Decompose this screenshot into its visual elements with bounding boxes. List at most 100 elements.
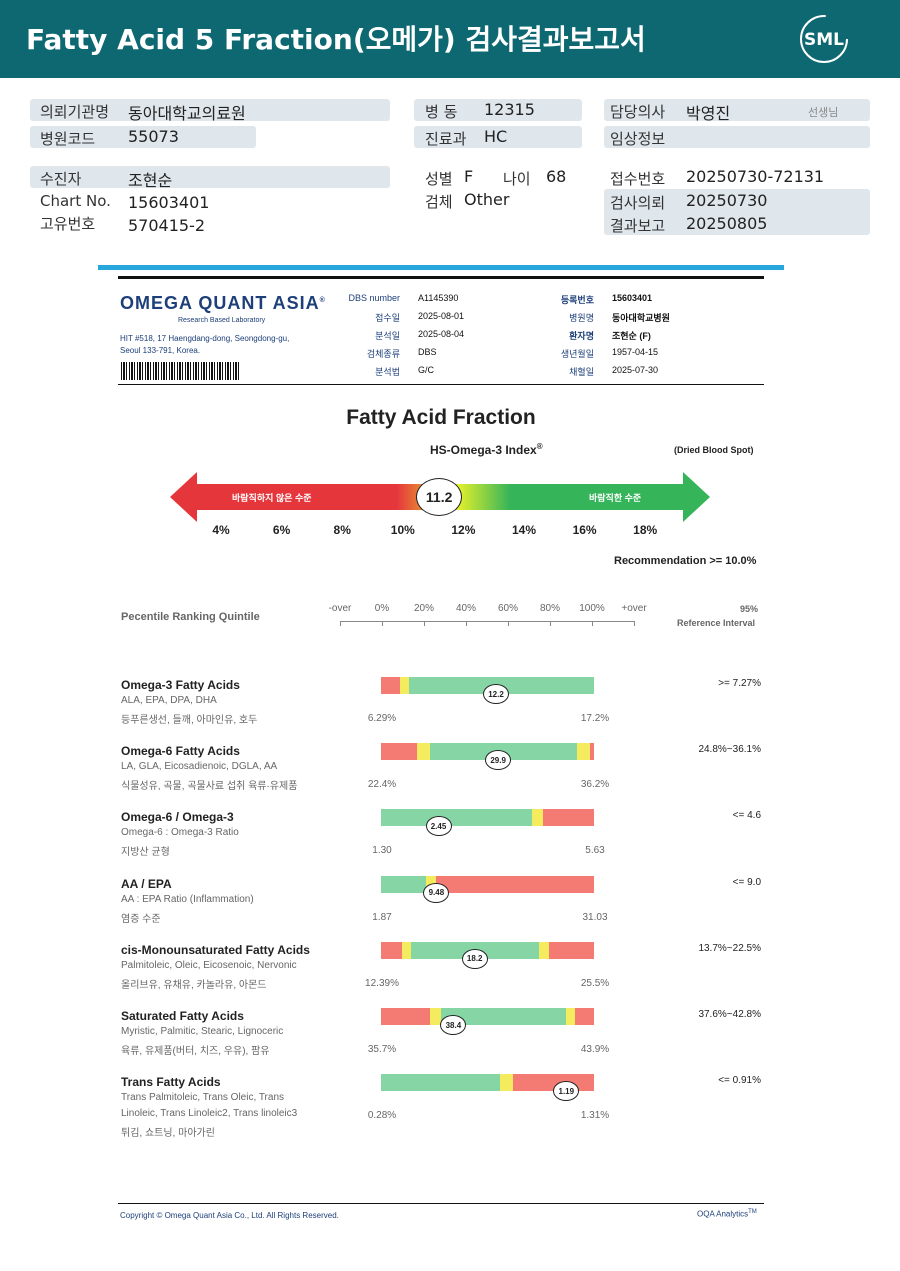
gauge-left-label: 바람직하지 않은 수준	[232, 493, 312, 503]
name-label: 수진자	[40, 170, 82, 188]
row-subtitle: Omega-6 : Omega-3 Ratio	[121, 827, 239, 839]
bar-segment	[549, 941, 594, 959]
lab-field-value: 15603401	[612, 293, 653, 303]
row-reference: 24.8%~36.1%	[698, 744, 761, 756]
row-max: 31.03	[582, 911, 608, 923]
lab-field-label: 등록번호	[560, 295, 594, 305]
row-min: 22.4%	[367, 779, 397, 791]
row-subtitle: AA : EPA Ratio (Inflammation)	[121, 893, 254, 905]
row-subtitle: LA, GLA, Eicosadienoic, DGLA, AA	[121, 761, 278, 773]
index-value: 11.2	[425, 489, 453, 505]
sex-value: F	[464, 167, 474, 186]
ref-interval-title-1: 95%	[740, 604, 759, 614]
bar-segment	[381, 677, 401, 694]
index-scale-tick: 18%	[633, 523, 658, 537]
row-bar	[381, 941, 594, 959]
row-bar	[381, 809, 594, 827]
lab-field-value: 2025-08-01	[418, 311, 465, 321]
bar-segment	[381, 941, 403, 959]
lab-field-value: 2025-07-30	[612, 365, 659, 375]
dept-value: HC	[484, 127, 508, 146]
lab-header-bottom-rule	[118, 384, 764, 385]
lab-field-label: 분석일	[375, 331, 400, 341]
receipt-label: 접수번호	[610, 170, 666, 188]
hospital-code-value: 55073	[128, 127, 179, 146]
sml-logo: SML	[800, 15, 848, 63]
row-marker: 12.2	[483, 684, 510, 704]
ward-value: 12315	[484, 100, 535, 119]
quintile-label: -over	[328, 603, 352, 614]
row-foods: 염증 수준	[121, 913, 161, 925]
lab-field-label: 검체종류	[366, 349, 400, 359]
bar-segment	[532, 809, 543, 827]
row-foods: 올리브유, 유채유, 카놀라유, 아몬드	[121, 979, 267, 991]
row-reference: 37.6%~42.8%	[698, 1009, 761, 1020]
row-min: 0.28%	[367, 1110, 397, 1122]
lab-header-top-rule	[118, 276, 764, 279]
bar-segment	[381, 809, 533, 827]
row-min: 35.7%	[367, 1044, 397, 1055]
institution-value: 동아대학교의료원	[128, 104, 246, 123]
quintile-tick	[382, 621, 383, 626]
row-foods: Linoleic, Trans Linoleic2, Trans linolei…	[121, 1108, 298, 1120]
institution-bg	[30, 99, 390, 121]
bar-segment	[538, 941, 550, 959]
index-title: HS-Omega-3 Index®	[430, 442, 543, 457]
chart-value: 15603401	[128, 193, 210, 212]
chart-label: Chart No.	[40, 192, 111, 210]
page-title: Fatty Acid 5 Fraction(오메가) 검사결과보고서	[26, 23, 646, 56]
row-reference: <= 9.0	[732, 876, 761, 888]
report-label: 결과보고	[610, 217, 666, 235]
row-max: 5.63	[585, 845, 605, 857]
row-foods-2: 튀김, 쇼트닝, 마아가린	[121, 1128, 215, 1140]
row-title: cis-Monounsaturated Fatty Acids	[121, 942, 310, 957]
ref-interval-title-2: Reference Interval	[677, 618, 756, 628]
specimen-label: 검체	[425, 193, 453, 211]
quintile-tick	[592, 621, 593, 626]
ward-bg	[414, 99, 582, 121]
lab-field-value: 동아대학교병원	[612, 313, 670, 323]
bar-segment	[400, 677, 409, 694]
recommendation: Recommendation >= 10.0%	[614, 555, 757, 567]
row-title: Trans Fatty Acids	[121, 1075, 221, 1090]
lab-field-label: 환자명	[569, 331, 594, 341]
lab-field-label: 병원명	[569, 313, 594, 323]
age-value: 68	[546, 167, 567, 186]
section-title: Fatty Acid Fraction	[346, 406, 536, 429]
doctor-label: 담당의사	[610, 103, 666, 121]
bar-segment	[500, 1074, 514, 1092]
quintile-label: 60%	[497, 603, 519, 614]
clinical-label: 임상정보	[610, 130, 666, 148]
quintile-label: +over	[621, 603, 647, 614]
quintile-label: 100%	[579, 603, 605, 614]
copyright: Copyright © Omega Quant Asia Co., Ltd. A…	[120, 1211, 339, 1220]
quintile-tick	[340, 621, 341, 626]
index-scale-tick: 16%	[572, 523, 597, 537]
row-subtitle: Trans Palmitoleic, Trans Oleic, Trans	[121, 1092, 285, 1104]
request-label: 검사의뢰	[610, 194, 666, 212]
quintile-tick	[466, 621, 467, 626]
row-title: AA / EPA	[121, 876, 172, 891]
quintile-tick	[550, 621, 551, 626]
barcode	[121, 362, 241, 380]
bar-segment	[417, 743, 430, 761]
bar-segment	[566, 1008, 575, 1025]
bar-segment	[402, 941, 411, 959]
index-scale-tick: 4%	[212, 523, 230, 537]
bar-segment	[381, 1008, 430, 1025]
footer-rule	[118, 1203, 764, 1204]
quintile-label: 80%	[539, 603, 561, 614]
specimen-value: Other	[464, 190, 510, 209]
lab-name: OMEGA QUANT ASIA	[120, 293, 320, 313]
bar-segment	[542, 809, 594, 827]
quintile-tick	[508, 621, 509, 626]
lab-field-label: 분석법	[375, 367, 400, 377]
row-max: 1.31%	[580, 1110, 610, 1122]
gauge-right-label: 바람직한 수준	[589, 493, 642, 503]
footer-brand: OQA AnalyticsTM	[697, 1209, 757, 1219]
report-value: 20250805	[686, 214, 768, 233]
ward-label: 병 동	[425, 103, 458, 121]
id-label: 고유번호	[40, 215, 96, 233]
row-min: 1.87	[372, 911, 392, 923]
request-value: 20250730	[686, 191, 768, 210]
